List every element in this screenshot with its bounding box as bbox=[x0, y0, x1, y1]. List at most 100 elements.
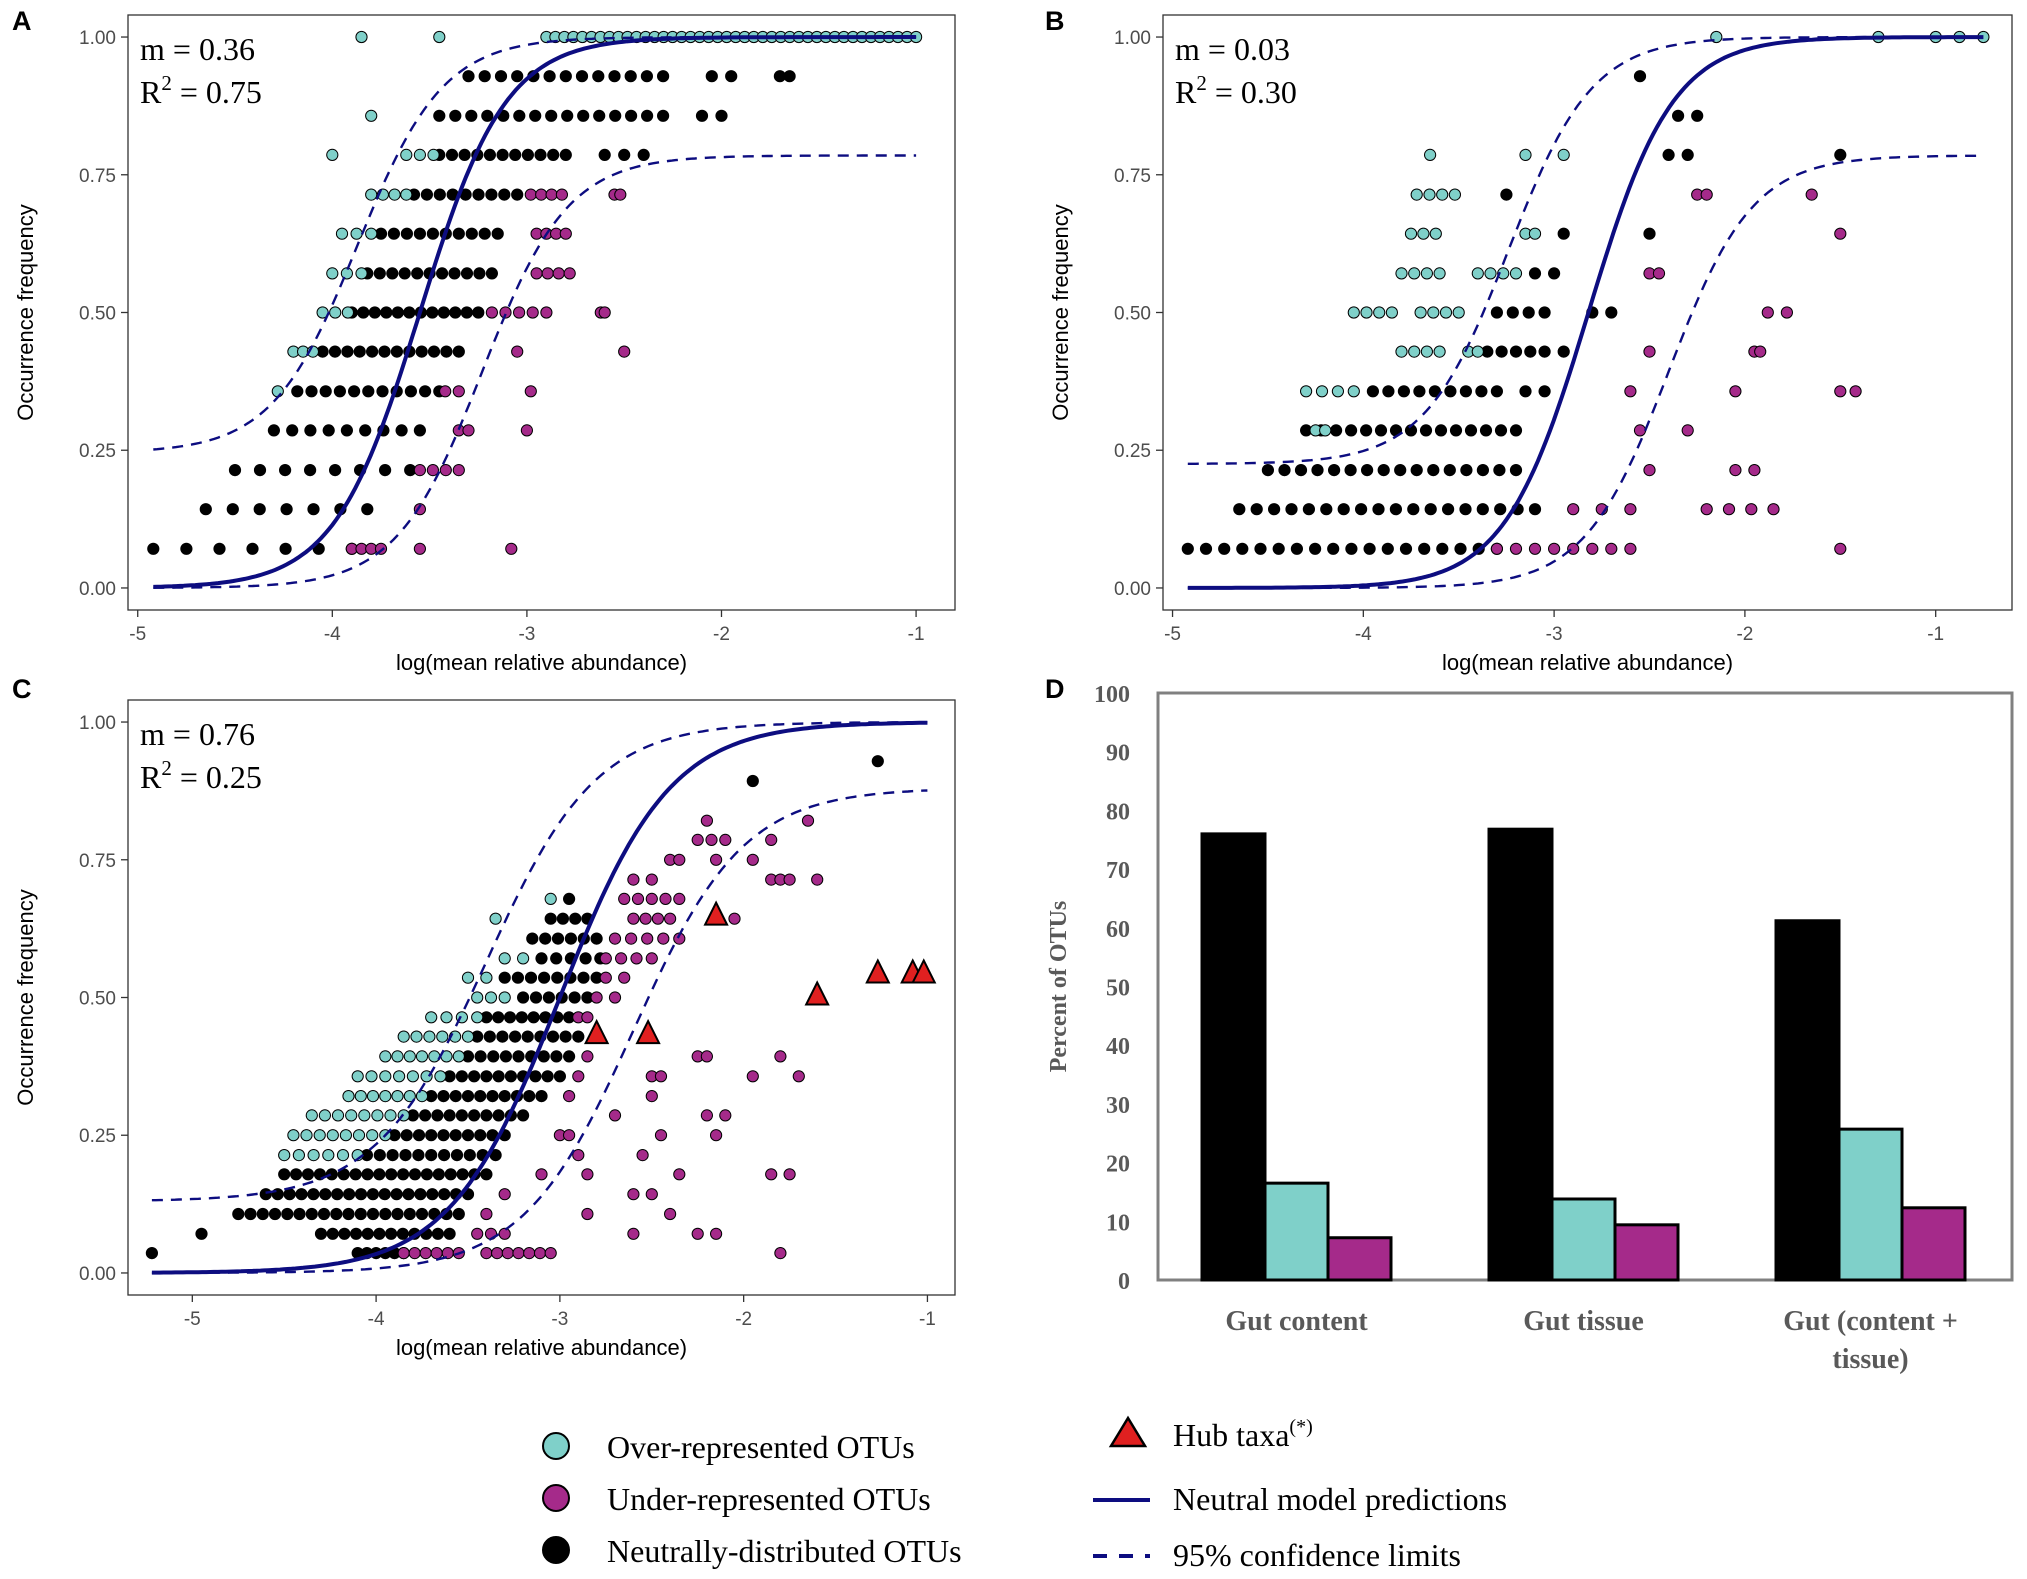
under-represented-otu-point bbox=[700, 1109, 714, 1122]
under-represented-otu-point bbox=[408, 1247, 421, 1260]
neutral-otu-point bbox=[463, 1149, 476, 1162]
over-represented-otu-point bbox=[397, 1030, 410, 1043]
neutral-otu-point bbox=[538, 971, 551, 984]
under-represented-otu-point bbox=[664, 912, 677, 925]
neutral-otu-point bbox=[539, 932, 552, 945]
under-represented-otu-point bbox=[1586, 542, 1599, 555]
neutral-otu-point bbox=[314, 1227, 328, 1240]
y-tick-label: 1.00 bbox=[1114, 28, 1151, 49]
over-represented-otu-point bbox=[461, 1030, 475, 1043]
x-tick-label: -3 bbox=[551, 1309, 568, 1330]
over-represented-otu-point bbox=[341, 306, 354, 319]
over-represented-otu-point bbox=[1557, 148, 1570, 161]
neutral-otu-point bbox=[1557, 227, 1570, 240]
neutral-otu-point bbox=[547, 148, 560, 161]
neutral-otu-point bbox=[319, 385, 332, 398]
under-represented-otu-point bbox=[1528, 542, 1542, 555]
neutral-otu-point bbox=[1509, 464, 1523, 477]
neutral-otu-point bbox=[1397, 385, 1411, 398]
neutral-otu-point bbox=[1459, 385, 1473, 398]
neutral-otu-point bbox=[1381, 542, 1394, 555]
neutral-otu-point bbox=[331, 1188, 344, 1201]
over-represented-otu-point bbox=[1436, 188, 1449, 201]
stat-r2-value: = 0.30 bbox=[1207, 74, 1297, 110]
under-represented-otu-point bbox=[523, 1247, 536, 1260]
under-represented-otu-point bbox=[524, 188, 537, 201]
under-represented-otu-point bbox=[774, 1050, 787, 1063]
neutral-otu-point bbox=[783, 70, 796, 83]
under-represented-otu-point bbox=[710, 1227, 723, 1240]
neutral-otu-point bbox=[361, 1227, 374, 1240]
neutral-otu-point bbox=[542, 991, 556, 1004]
under-represented-otu-point bbox=[1567, 542, 1580, 555]
under-represented-otu-point bbox=[512, 1247, 525, 1260]
over-represented-otu-point bbox=[1395, 267, 1408, 280]
neutral-model-line bbox=[151, 720, 928, 1275]
neutral-otu-point bbox=[1394, 464, 1407, 477]
under-represented-otu-point bbox=[581, 1168, 594, 1181]
neutral-otu-point bbox=[559, 70, 572, 83]
neutral-otu-point bbox=[456, 1168, 469, 1181]
neutral-otu-point bbox=[1290, 542, 1304, 555]
neutral-otu-point bbox=[1633, 70, 1647, 83]
under-represented-otu-point bbox=[599, 952, 612, 965]
x-tick-label: -5 bbox=[184, 1309, 201, 1330]
neutral-otu-point bbox=[1479, 424, 1493, 437]
neutral-otu-point bbox=[268, 1207, 282, 1221]
neutral-otu-point bbox=[246, 542, 259, 555]
under-represented-otu-point bbox=[625, 932, 638, 945]
neutral-otu-point bbox=[259, 1188, 272, 1201]
over-represented-otu-point bbox=[351, 1070, 364, 1083]
legend-over-marker bbox=[542, 1432, 570, 1460]
under-represented-otu-point bbox=[1834, 385, 1847, 398]
neutral-otu-point bbox=[391, 306, 404, 319]
neutral-otu-point bbox=[529, 991, 543, 1004]
neutral-otu-point bbox=[577, 971, 590, 984]
neutral-otu-point bbox=[180, 542, 193, 555]
neutral-otu-point bbox=[147, 542, 160, 555]
neutral-otu-point bbox=[1834, 148, 1847, 161]
neutral-otu-point bbox=[1528, 267, 1542, 280]
under-represented-otu-point bbox=[1761, 306, 1774, 319]
under-represented-otu-point bbox=[413, 542, 426, 555]
neutral-otu-point bbox=[415, 1207, 429, 1221]
neutral-otu-point bbox=[546, 1030, 560, 1043]
y-axis-title: Percent of OTUs bbox=[1046, 901, 1072, 1073]
over-represented-otu-point bbox=[326, 148, 339, 161]
under-represented-otu-point bbox=[499, 306, 512, 319]
stat-r2: R2 = 0.75 bbox=[140, 71, 262, 110]
neutral-otu-point bbox=[498, 188, 511, 201]
neutral-otu-point bbox=[378, 345, 391, 358]
neutral-otu-point bbox=[511, 188, 524, 201]
neutral-otu-point bbox=[432, 1168, 445, 1181]
neutral-otu-point bbox=[465, 109, 478, 122]
under-represented-otu-point bbox=[641, 932, 654, 945]
neutral-otu-point bbox=[572, 1030, 585, 1043]
under-represented-otu-point bbox=[801, 814, 815, 827]
panel-letter: A bbox=[12, 6, 32, 36]
over-represented-otu-point bbox=[1497, 267, 1510, 280]
neutral-otu-point bbox=[1476, 503, 1489, 516]
over-represented-otu-point bbox=[1439, 306, 1453, 319]
over-represented-otu-point bbox=[1414, 306, 1427, 319]
neutral-otu-point bbox=[458, 148, 471, 161]
neutral-otu-point bbox=[253, 503, 266, 516]
under-represented-otu-point bbox=[659, 892, 672, 906]
under-represented-otu-point bbox=[413, 464, 426, 477]
over-represented-otu-point bbox=[355, 30, 368, 44]
stat-m: m = 0.36 bbox=[140, 31, 255, 67]
under-represented-otu-point bbox=[1729, 385, 1742, 398]
neutral-otu-point bbox=[399, 1149, 412, 1162]
legend-over-label: Over-represented OTUs bbox=[607, 1429, 915, 1465]
neutral-otu-point bbox=[307, 1188, 320, 1201]
neutral-otu-point bbox=[1493, 464, 1506, 477]
under-represented-otu-point bbox=[691, 1227, 704, 1240]
y-tick-label: 1.00 bbox=[79, 28, 116, 49]
neutral-otu-point bbox=[295, 1188, 308, 1201]
y-tick-label: 0.75 bbox=[1114, 166, 1151, 187]
neutral-otu-point bbox=[420, 1168, 433, 1181]
neutral-otu-point bbox=[474, 1129, 487, 1142]
neutral-otu-point bbox=[598, 148, 611, 161]
hub-taxa-marker bbox=[911, 958, 937, 984]
neutral-otu-point bbox=[637, 148, 650, 161]
